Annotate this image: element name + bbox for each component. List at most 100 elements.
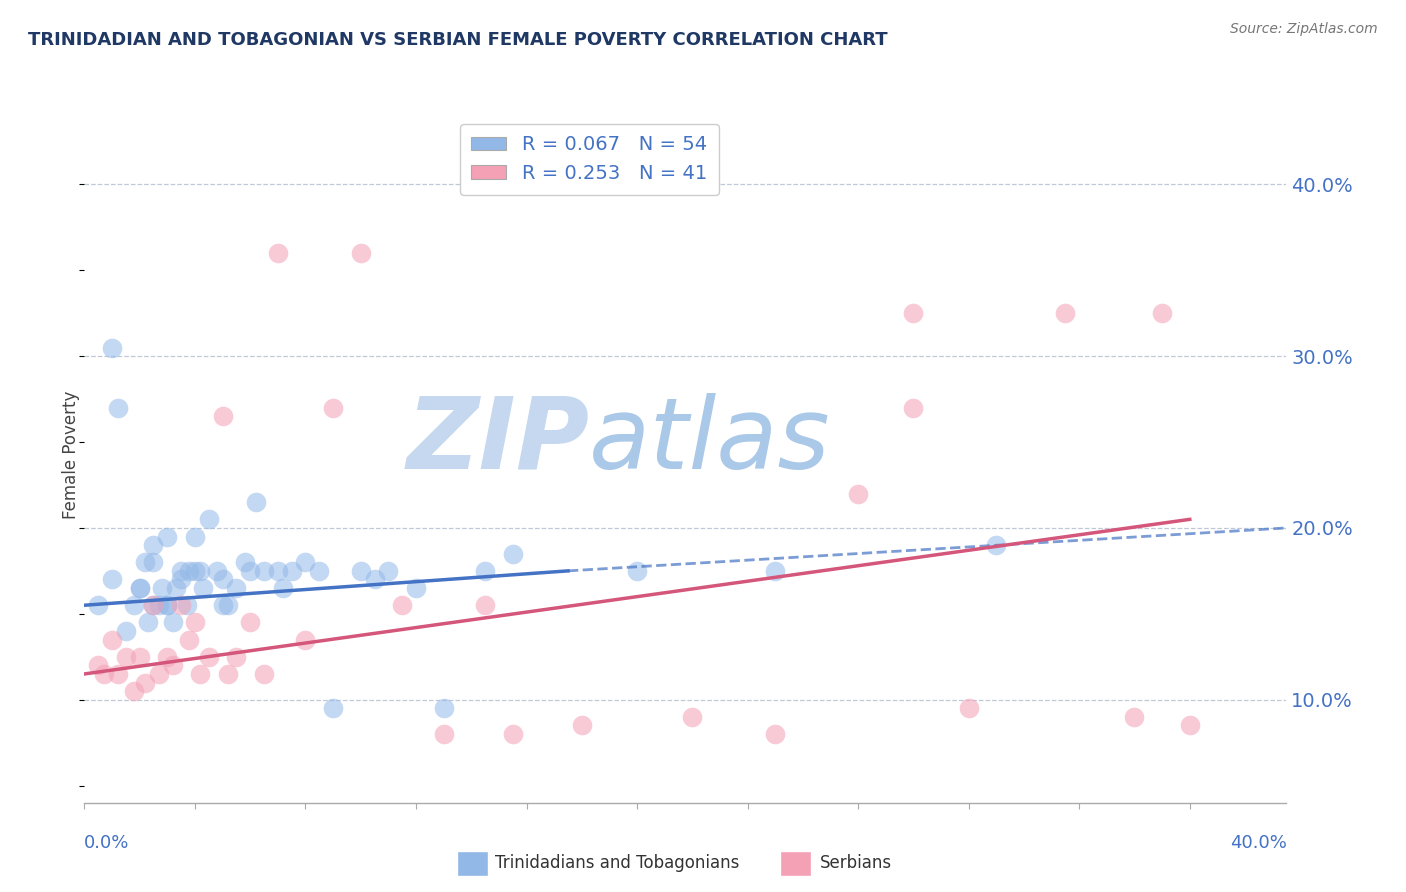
Point [87,658,110,673]
Point [122,599,145,613]
Point [193,581,215,595]
Point [217,599,239,613]
Point [1123,710,1146,724]
Point [626,564,648,578]
Point [205,564,228,578]
Point [217,667,239,681]
Point [134,675,156,690]
Text: Serbians: Serbians [820,855,891,872]
Point [114,649,136,664]
Point [253,564,276,578]
Point [1054,306,1077,320]
Point [165,581,187,595]
Point [350,246,373,260]
Point [197,649,219,664]
Point [211,573,233,587]
Point [350,564,373,578]
Text: TRINIDADIAN AND TOBAGONIAN VS SERBIAN FEMALE POVERTY CORRELATION CHART: TRINIDADIAN AND TOBAGONIAN VS SERBIAN FE… [28,31,887,49]
Point [1178,718,1201,732]
Point [134,555,156,569]
Point [763,564,786,578]
Point [322,701,344,715]
Point [142,555,165,569]
Point [502,727,524,741]
Point [170,564,193,578]
Point [179,632,201,647]
Point [148,667,170,681]
Point [957,701,980,715]
Point [571,718,593,732]
Point [142,599,165,613]
Text: Source: ZipAtlas.com: Source: ZipAtlas.com [1230,22,1378,37]
Point [233,555,256,569]
Point [681,710,703,724]
Point [225,581,247,595]
Point [253,667,276,681]
Point [322,401,344,415]
Point [101,341,124,355]
Point [184,564,207,578]
Point [433,701,456,715]
Point [225,649,247,664]
Point [87,599,110,613]
Point [1152,306,1174,320]
Point [190,564,212,578]
Point [101,632,124,647]
Text: 0.0%: 0.0% [84,834,129,852]
Point [197,512,219,526]
Point [377,564,399,578]
Y-axis label: Female Poverty: Female Poverty [62,391,80,519]
Point [986,538,1008,552]
Point [763,727,786,741]
Text: Trinidadians and Tobagonians: Trinidadians and Tobagonians [495,855,740,872]
Point [142,599,165,613]
Point [846,486,869,500]
Legend: R = 0.067   N = 54, R = 0.253   N = 41: R = 0.067 N = 54, R = 0.253 N = 41 [460,124,718,194]
Point [107,401,129,415]
Point [128,649,150,664]
Point [148,599,170,613]
Point [280,564,302,578]
Point [294,632,316,647]
Text: atlas: atlas [589,392,831,490]
Point [179,564,201,578]
Point [156,529,179,543]
Point [107,667,129,681]
Point [184,529,207,543]
Point [474,599,496,613]
Point [190,667,212,681]
Point [156,649,179,664]
Point [114,624,136,638]
Point [184,615,207,630]
Point [405,581,427,595]
Point [93,667,115,681]
Point [239,615,262,630]
Point [391,599,413,613]
Point [162,615,184,630]
Point [211,599,233,613]
Point [142,538,165,552]
Point [267,246,290,260]
Point [162,658,184,673]
Point [363,573,385,587]
Point [433,727,456,741]
Point [176,599,198,613]
Point [156,599,179,613]
Point [156,599,179,613]
Text: ZIP: ZIP [406,392,589,490]
Text: 40.0%: 40.0% [1230,834,1286,852]
Point [294,555,316,569]
Point [903,401,925,415]
Point [170,573,193,587]
Point [502,547,524,561]
Point [128,581,150,595]
Point [128,581,150,595]
Point [101,573,124,587]
Point [239,564,262,578]
Point [170,599,193,613]
Point [308,564,330,578]
Point [245,495,267,509]
Point [273,581,295,595]
Point [903,306,925,320]
Point [474,564,496,578]
